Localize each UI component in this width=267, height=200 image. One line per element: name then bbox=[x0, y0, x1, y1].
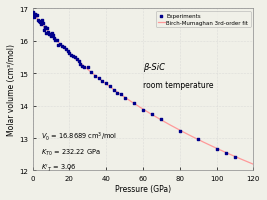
Text: room temperature: room temperature bbox=[143, 80, 214, 89]
Experiments bbox=[47, 34, 51, 37]
Experiments bbox=[52, 37, 56, 41]
Birch-Mumaghan 3rd-order fit bbox=[178, 129, 182, 132]
Experiments bbox=[49, 36, 53, 39]
Experiments bbox=[71, 55, 75, 58]
Birch-Mumaghan 3rd-order fit bbox=[70, 55, 73, 57]
Experiments bbox=[119, 93, 123, 96]
Experiments bbox=[132, 102, 136, 105]
Experiments bbox=[56, 44, 61, 47]
Experiments bbox=[233, 155, 237, 158]
Experiments bbox=[31, 17, 36, 20]
Experiments bbox=[35, 14, 39, 17]
Experiments bbox=[41, 29, 46, 32]
Experiments bbox=[51, 35, 55, 38]
Text: β-SiC: β-SiC bbox=[143, 63, 165, 72]
Experiments bbox=[50, 33, 54, 36]
Experiments bbox=[45, 27, 49, 30]
Experiments bbox=[196, 137, 200, 140]
Birch-Mumaghan 3rd-order fit bbox=[252, 163, 255, 166]
Experiments bbox=[69, 54, 73, 57]
Experiments bbox=[34, 15, 38, 18]
Experiments bbox=[65, 51, 70, 54]
Experiments bbox=[104, 82, 108, 86]
Experiments bbox=[30, 11, 35, 15]
Experiments bbox=[53, 39, 57, 42]
Y-axis label: Molar volume (cm³/mol): Molar volume (cm³/mol) bbox=[7, 44, 16, 136]
Experiments bbox=[93, 75, 97, 78]
Experiments bbox=[115, 92, 119, 95]
Experiments bbox=[54, 39, 59, 42]
Experiments bbox=[89, 71, 94, 75]
Birch-Mumaghan 3rd-order fit bbox=[131, 102, 134, 104]
Experiments bbox=[78, 63, 83, 66]
Experiments bbox=[73, 57, 77, 60]
Experiments bbox=[37, 21, 41, 24]
Experiments bbox=[38, 21, 42, 24]
Experiments bbox=[67, 52, 72, 55]
Experiments bbox=[39, 23, 43, 26]
Experiments bbox=[123, 97, 127, 100]
Experiments bbox=[44, 32, 49, 35]
Experiments bbox=[97, 77, 101, 80]
Experiments bbox=[159, 118, 163, 121]
Experiments bbox=[108, 85, 112, 88]
Experiments bbox=[100, 80, 105, 83]
Experiments bbox=[214, 148, 219, 151]
Experiments bbox=[43, 26, 48, 30]
Line: Birch-Mumaghan 3rd-order fit: Birch-Mumaghan 3rd-order fit bbox=[33, 14, 253, 164]
Birch-Mumaghan 3rd-order fit bbox=[88, 70, 91, 73]
Experiments bbox=[150, 113, 154, 116]
Experiments bbox=[32, 13, 37, 16]
Experiments bbox=[46, 31, 50, 35]
Experiments bbox=[111, 89, 116, 92]
Experiments bbox=[42, 27, 47, 30]
Experiments bbox=[82, 66, 86, 69]
Experiments bbox=[64, 48, 68, 51]
Experiments bbox=[80, 65, 84, 69]
X-axis label: Pressure (GPa): Pressure (GPa) bbox=[115, 184, 171, 193]
Experiments bbox=[224, 152, 228, 155]
Experiments bbox=[58, 43, 62, 46]
Experiments bbox=[141, 108, 145, 112]
Experiments bbox=[41, 22, 45, 25]
Experiments bbox=[40, 19, 44, 22]
Experiments bbox=[33, 13, 37, 16]
Experiments bbox=[178, 129, 182, 133]
Birch-Mumaghan 3rd-order fit bbox=[197, 139, 201, 141]
Legend: Experiments, Birch-Mumaghan 3rd-order fit: Experiments, Birch-Mumaghan 3rd-order fi… bbox=[156, 12, 251, 28]
Experiments bbox=[86, 66, 90, 69]
Experiments bbox=[76, 60, 81, 63]
Experiments bbox=[62, 47, 66, 50]
Birch-Mumaghan 3rd-order fit bbox=[161, 120, 164, 122]
Text: $V_0$ = 16.8689 cm$^3$/mol
$K_{T0}$ = 232.22 GPa
$K'_T$ = 3.06: $V_0$ = 16.8689 cm$^3$/mol $K_{T0}$ = 23… bbox=[41, 130, 117, 173]
Experiments bbox=[74, 58, 79, 62]
Experiments bbox=[48, 33, 52, 36]
Experiments bbox=[36, 19, 40, 22]
Experiments bbox=[60, 46, 64, 49]
Birch-Mumaghan 3rd-order fit bbox=[31, 12, 34, 15]
